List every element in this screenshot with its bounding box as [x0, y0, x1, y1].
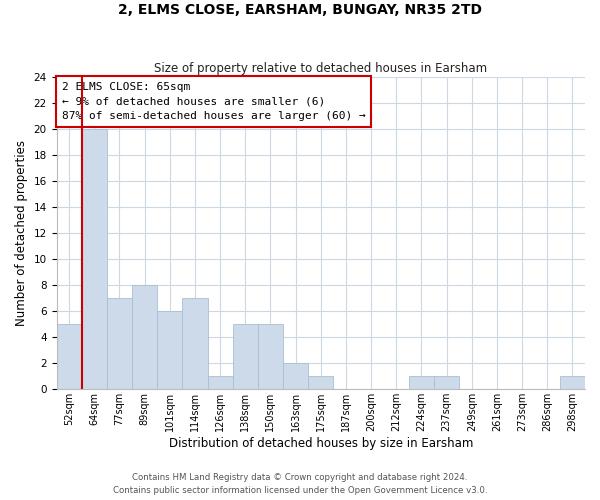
Y-axis label: Number of detached properties: Number of detached properties — [15, 140, 28, 326]
Bar — [56, 324, 82, 390]
Bar — [182, 298, 208, 390]
Bar — [82, 129, 107, 390]
Bar — [208, 376, 233, 390]
Bar — [308, 376, 334, 390]
Bar — [157, 311, 182, 390]
Text: 2, ELMS CLOSE, EARSHAM, BUNGAY, NR35 2TD: 2, ELMS CLOSE, EARSHAM, BUNGAY, NR35 2TD — [118, 2, 482, 16]
Bar — [132, 285, 157, 390]
Title: Size of property relative to detached houses in Earsham: Size of property relative to detached ho… — [154, 62, 487, 74]
Bar — [434, 376, 459, 390]
X-axis label: Distribution of detached houses by size in Earsham: Distribution of detached houses by size … — [169, 437, 473, 450]
Bar — [283, 364, 308, 390]
Bar — [233, 324, 258, 390]
Text: Contains HM Land Registry data © Crown copyright and database right 2024.
Contai: Contains HM Land Registry data © Crown c… — [113, 474, 487, 495]
Bar — [409, 376, 434, 390]
Bar — [560, 376, 585, 390]
Bar — [107, 298, 132, 390]
Bar — [258, 324, 283, 390]
Text: 2 ELMS CLOSE: 65sqm
← 9% of detached houses are smaller (6)
87% of semi-detached: 2 ELMS CLOSE: 65sqm ← 9% of detached hou… — [62, 82, 365, 122]
